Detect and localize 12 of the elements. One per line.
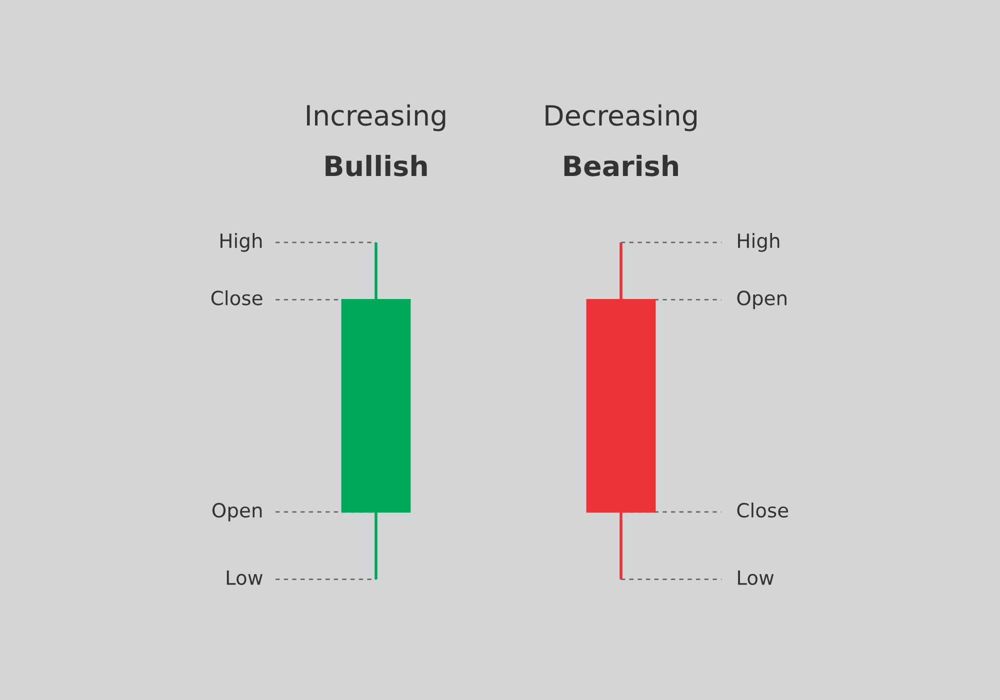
x-tick-label: Decreasing	[546, 104, 697, 132]
annotation: High	[220, 233, 262, 252]
annotation: Close	[737, 502, 788, 518]
annotation: Open	[212, 502, 262, 522]
text: Bearish	[564, 154, 678, 176]
annotation: Low	[226, 570, 262, 585]
annotation: Close	[211, 290, 262, 306]
annotation: High	[738, 233, 780, 252]
x-tick-label: Increasing	[307, 104, 446, 132]
annotation: Open	[737, 290, 786, 310]
text: Bullish	[326, 154, 427, 176]
annotation: Low	[738, 570, 774, 585]
